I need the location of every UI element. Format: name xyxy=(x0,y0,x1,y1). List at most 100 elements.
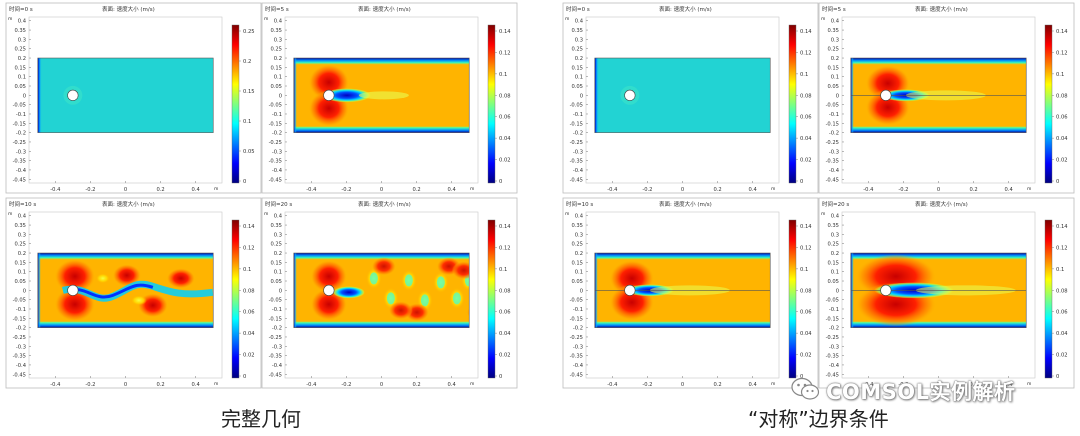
plot-title: 表面: 速度大小 (m/s) xyxy=(102,5,155,13)
y-tick-label: 0.4 xyxy=(575,19,584,25)
time-label: 时间=10 s xyxy=(566,200,593,208)
y-tick-label: 0.15 xyxy=(270,65,282,71)
x-tick-label: 0.4 xyxy=(192,382,201,388)
x-tick-label: -0.2 xyxy=(642,382,652,388)
y-tick-label: -0.1 xyxy=(829,112,839,118)
y-tick-label: -0.3 xyxy=(272,149,282,155)
x-unit-label: m xyxy=(771,382,775,387)
colorbar-tick-label: 0.04 xyxy=(499,331,511,337)
vortex-core xyxy=(452,292,461,305)
x-tick-label: -0.4 xyxy=(306,382,317,388)
y-tick-label: -0.1 xyxy=(272,307,282,313)
y-tick-label: -0.4 xyxy=(272,168,283,174)
colorbar-tick-label: 0.2 xyxy=(243,59,251,65)
colorbar-tick-label: 0.04 xyxy=(800,136,812,142)
colorbar xyxy=(1044,219,1053,379)
colorbar-tick-label: 0.08 xyxy=(499,93,511,99)
y-tick-label: 0.3 xyxy=(831,37,839,43)
x-tick-label: -0.2 xyxy=(898,187,908,193)
x-tick-label: -0.4 xyxy=(863,382,874,388)
colorbar-tick-label: 0.14 xyxy=(243,224,255,230)
x-unit-label: m xyxy=(470,187,474,192)
accel-region-bottom xyxy=(54,287,95,322)
y-tick-label: -0.25 xyxy=(570,140,583,146)
y-tick-label: -0.1 xyxy=(272,112,282,118)
channel-outline xyxy=(594,57,771,133)
colorbar-tick-label: 0.15 xyxy=(243,89,255,95)
colorbar-tick-label: 0.04 xyxy=(1056,331,1068,337)
plot-panel: 时间=5 s 表面: 速度大小 (m/s) m m 0.4 0.35 0.3 0.25 0.2 0… xyxy=(818,2,1075,194)
bottom-wall-layer xyxy=(293,320,470,328)
vortex-core xyxy=(369,272,378,285)
colorbar-tick-label: 0.08 xyxy=(800,93,812,99)
colorbar-tick-label: 0.08 xyxy=(800,288,812,294)
x-tick-label: -0.4 xyxy=(607,187,618,193)
y-tick-label: 0 xyxy=(23,93,26,99)
velocity-field xyxy=(850,253,1027,328)
colorbar-tick-label: 0.1 xyxy=(800,267,808,273)
top-wall-layer xyxy=(293,58,470,66)
cylinder xyxy=(624,284,636,296)
y-tick-label: 0.1 xyxy=(575,270,583,276)
y-tick-label: 0.3 xyxy=(18,37,26,43)
y-tick-label: -0.3 xyxy=(829,344,839,350)
y-unit-label: m xyxy=(8,17,12,22)
x-tick-label: -0.2 xyxy=(341,187,351,193)
y-tick-label: 0.05 xyxy=(571,279,583,285)
y-tick-label: -0.45 xyxy=(269,372,282,378)
y-tick-label: -0.05 xyxy=(269,298,282,304)
colorbar xyxy=(487,24,496,184)
y-tick-label: 0.3 xyxy=(274,37,282,43)
y-tick-label: -0.4 xyxy=(272,363,283,369)
y-tick-label: -0.4 xyxy=(573,168,584,174)
colorbar-tick-label: 0.12 xyxy=(243,245,255,251)
accel-region xyxy=(112,264,141,287)
y-tick-label: 0.1 xyxy=(18,270,26,276)
y-tick-label: 0.3 xyxy=(575,37,583,43)
y-tick-label: 0 xyxy=(279,93,282,99)
velocity-field xyxy=(594,253,771,328)
top-wall-layer xyxy=(293,253,470,261)
y-tick-label: -0.05 xyxy=(13,298,26,304)
y-tick-label: -0.1 xyxy=(16,112,26,118)
y-tick-label: 0.05 xyxy=(827,84,839,90)
x-tick-label: 0.2 xyxy=(156,382,164,388)
y-tick-label: -0.35 xyxy=(826,354,839,360)
x-unit-label: m xyxy=(1027,382,1031,387)
y-tick-label: 0 xyxy=(23,288,26,294)
y-tick-label: 0.3 xyxy=(274,232,282,238)
colorbar-tick-label: 0.1 xyxy=(499,72,507,78)
colorbar xyxy=(231,219,240,379)
x-tick-label: 0 xyxy=(937,382,940,388)
y-tick-label: 0.2 xyxy=(831,251,839,257)
time-label: 时间=5 s xyxy=(822,5,846,13)
channel-outline xyxy=(850,57,1027,133)
y-tick-label: -0.1 xyxy=(573,307,583,313)
x-tick-label: 0.2 xyxy=(156,187,164,193)
colorbar-tick-label: 0.06 xyxy=(499,310,511,316)
colorbar xyxy=(788,219,797,379)
y-tick-label: 0 xyxy=(580,93,583,99)
y-tick-label: -0.15 xyxy=(826,121,839,127)
x-tick-label: -0.2 xyxy=(85,382,95,388)
y-tick-label: -0.45 xyxy=(570,372,583,378)
caption-full-geometry: 完整几何 xyxy=(221,407,301,431)
plot-title: 表面: 速度大小 (m/s) xyxy=(659,200,712,208)
wechat-icon xyxy=(790,376,820,406)
colorbar-tick-label: 0.14 xyxy=(499,224,511,230)
x-tick-label: 0 xyxy=(681,187,684,193)
y-tick-label: -0.4 xyxy=(16,168,27,174)
channel-outline xyxy=(293,57,470,133)
y-tick-label: -0.15 xyxy=(570,121,583,127)
plot-panel: 时间=5 s 表面: 速度大小 (m/s) m m 0.4 0.35 0.3 0.25 0.2 0… xyxy=(261,2,518,194)
x-tick-label: 0.4 xyxy=(1005,382,1014,388)
y-tick-label: 0.25 xyxy=(270,242,282,248)
colorbar-tick-label: 0.06 xyxy=(1056,310,1068,316)
y-tick-label: -0.2 xyxy=(573,131,583,137)
plot-panel: 时间=20 s 表面: 速度大小 (m/s) m m 0.4 0.35 0.3 0.25 0.2… xyxy=(261,197,518,389)
colorbar-tick-label: 0.06 xyxy=(800,310,812,316)
colorbar-tick-label: 0 xyxy=(499,179,502,185)
x-tick-label: 0.4 xyxy=(749,187,758,193)
y-tick-label: -0.1 xyxy=(829,307,839,313)
